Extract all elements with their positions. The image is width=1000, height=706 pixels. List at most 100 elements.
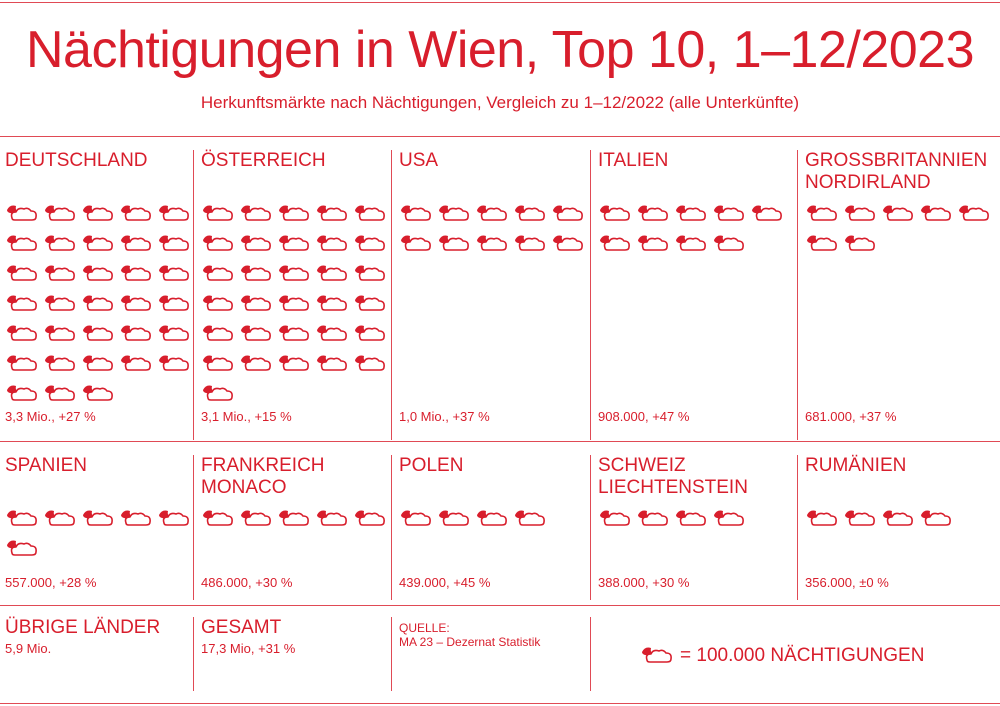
moon-cloud-icon xyxy=(277,230,315,260)
moon-cloud-icon xyxy=(881,505,919,535)
country-name-line: SCHWEIZ xyxy=(598,455,686,476)
moon-cloud-icon xyxy=(43,290,81,320)
country-value: 681.000, +37 % xyxy=(805,409,897,424)
moon-cloud-icon xyxy=(81,230,119,260)
moon-cloud-icon xyxy=(598,230,636,260)
moon-cloud-icon xyxy=(239,260,277,290)
legend-text: = 100.000 NÄCHTIGUNGEN xyxy=(680,645,925,666)
country-name: USA xyxy=(399,150,590,194)
moon-cloud-icon xyxy=(353,290,391,320)
icon-row xyxy=(201,505,391,535)
moon-cloud-icon xyxy=(315,290,353,320)
moon-cloud-icon xyxy=(201,505,239,535)
moon-cloud-icon xyxy=(239,350,277,380)
moon-cloud-icon xyxy=(43,380,81,410)
country-value: 557.000, +28 % xyxy=(5,575,97,590)
moon-cloud-icon xyxy=(315,505,353,535)
top-rule xyxy=(0,2,1000,3)
moon-cloud-icon xyxy=(674,200,712,230)
country-name-line: FRANKREICH xyxy=(201,455,325,476)
moon-cloud-icon xyxy=(81,350,119,380)
total-value: 17,3 Mio, +31 % xyxy=(201,641,296,656)
moon-cloud-icon xyxy=(513,230,551,260)
country-name: DEUTSCHLAND xyxy=(5,150,192,194)
moon-cloud-icon xyxy=(315,260,353,290)
moon-cloud-icon xyxy=(157,260,195,290)
moon-cloud-icon xyxy=(119,505,157,535)
country-name-line: DEUTSCHLAND xyxy=(5,150,148,171)
moon-cloud-icon xyxy=(201,230,239,260)
country-cell: RUMÄNIEN 356.000, ±0 % xyxy=(797,455,1000,600)
moon-cloud-icon xyxy=(805,505,843,535)
moon-cloud-icon xyxy=(315,230,353,260)
moon-cloud-icon xyxy=(640,642,680,670)
moon-cloud-icon xyxy=(674,505,712,535)
moon-cloud-icon xyxy=(81,290,119,320)
moon-cloud-icon xyxy=(5,230,43,260)
moon-cloud-icon xyxy=(957,200,995,230)
country-name-line: POLEN xyxy=(399,455,464,476)
country-name: SCHWEIZ LIECHTENSTEIN xyxy=(598,455,797,499)
moon-cloud-icon xyxy=(43,320,81,350)
moon-cloud-icon xyxy=(43,350,81,380)
moon-cloud-icon xyxy=(119,230,157,260)
moon-cloud-icon xyxy=(315,320,353,350)
moon-cloud-icon xyxy=(674,230,712,260)
country-cell: ÖSTERREICH 3,1 Mio., +15 % xyxy=(193,150,391,440)
moon-cloud-icon xyxy=(43,260,81,290)
moon-cloud-icon xyxy=(43,230,81,260)
country-cell: POLEN 439.000, +45 % xyxy=(391,455,590,600)
icon-row xyxy=(598,200,788,260)
moon-cloud-icon xyxy=(843,230,881,260)
moon-cloud-icon xyxy=(551,200,589,230)
moon-cloud-icon xyxy=(201,350,239,380)
icon-row xyxy=(598,505,788,535)
moon-cloud-icon xyxy=(277,350,315,380)
moon-cloud-icon xyxy=(805,200,843,230)
moon-cloud-icon xyxy=(201,260,239,290)
country-value: 1,0 Mio., +37 % xyxy=(399,409,490,424)
moon-cloud-icon xyxy=(119,290,157,320)
moon-cloud-icon xyxy=(437,200,475,230)
moon-cloud-icon xyxy=(239,505,277,535)
moon-cloud-icon xyxy=(399,505,437,535)
country-name: ITALIEN xyxy=(598,150,797,194)
moon-cloud-icon xyxy=(119,320,157,350)
country-value: 486.000, +30 % xyxy=(201,575,293,590)
country-name: POLEN xyxy=(399,455,590,499)
moon-cloud-icon xyxy=(277,200,315,230)
grid-rule-3 xyxy=(0,605,1000,606)
moon-cloud-icon xyxy=(277,320,315,350)
moon-cloud-icon xyxy=(636,200,674,230)
moon-cloud-icon xyxy=(119,200,157,230)
country-name-line: ITALIEN xyxy=(598,150,669,171)
country-cell: SCHWEIZ LIECHTENSTEIN 388.000, +30 % xyxy=(590,455,797,600)
moon-cloud-icon xyxy=(475,200,513,230)
legend: = 100.000 NÄCHTIGUNGEN xyxy=(640,642,924,670)
moon-cloud-icon xyxy=(353,200,391,230)
moon-cloud-icon xyxy=(353,505,391,535)
source-cell: QUELLE: MA 23 – Dezernat Statistik xyxy=(391,617,590,691)
moon-cloud-icon xyxy=(81,380,119,410)
country-name-line: USA xyxy=(399,150,439,171)
moon-cloud-icon xyxy=(636,505,674,535)
moon-cloud-icon xyxy=(399,230,437,260)
others-label: ÜBRIGE LÄNDER xyxy=(5,617,161,638)
country-value: 3,3 Mio., +27 % xyxy=(5,409,96,424)
moon-cloud-icon xyxy=(157,350,195,380)
total-label: GESAMT xyxy=(201,617,282,638)
moon-cloud-icon xyxy=(843,505,881,535)
moon-cloud-icon xyxy=(315,200,353,230)
moon-cloud-icon xyxy=(513,200,551,230)
icon-row xyxy=(805,200,995,260)
country-cell: GROSSBRITANNIEN NORDIRLAND 681.000, +37 % xyxy=(797,150,1000,440)
moon-cloud-icon xyxy=(5,535,43,565)
moon-cloud-icon xyxy=(5,350,43,380)
moon-cloud-icon xyxy=(598,200,636,230)
country-cell: ITALIEN 908.000, +47 % xyxy=(590,150,797,440)
moon-cloud-icon xyxy=(239,290,277,320)
country-cell: USA 1,0 Mio., +37 % xyxy=(391,150,590,440)
moon-cloud-icon xyxy=(919,200,957,230)
country-cell: SPANIEN 557.000, +28 % xyxy=(0,455,192,600)
country-name: FRANKREICH MONACO xyxy=(201,455,391,499)
